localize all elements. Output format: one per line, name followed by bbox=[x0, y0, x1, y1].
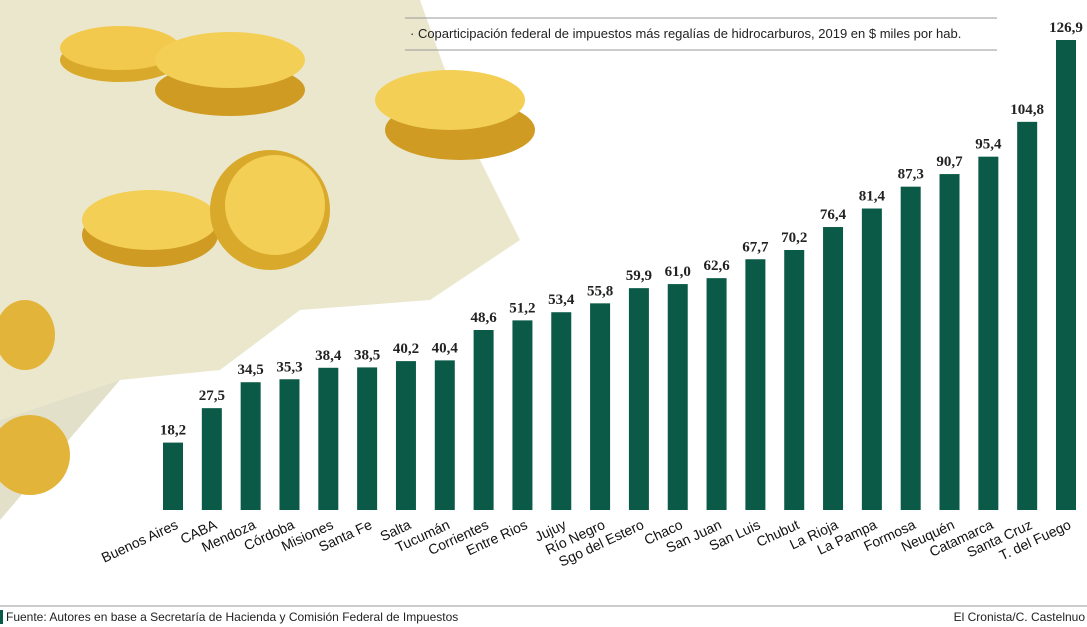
value-label: 61,0 bbox=[665, 264, 691, 280]
bar bbox=[823, 227, 844, 510]
bar bbox=[357, 367, 378, 510]
bar bbox=[784, 250, 805, 510]
bar bbox=[551, 312, 572, 510]
value-label: 59,9 bbox=[626, 268, 652, 284]
x-tick-label: Buenos Aires bbox=[99, 516, 181, 565]
value-label: 40,2 bbox=[393, 341, 419, 357]
bar bbox=[395, 361, 416, 510]
bar bbox=[473, 330, 494, 510]
value-label: 95,4 bbox=[975, 137, 1002, 153]
value-label: 27,5 bbox=[199, 388, 225, 404]
bar bbox=[628, 288, 649, 510]
footer-accent bbox=[0, 610, 3, 624]
value-label: 35,3 bbox=[276, 359, 302, 375]
source: Fuente: Autores en base a Secretaría de … bbox=[6, 610, 458, 624]
bar bbox=[1017, 121, 1038, 510]
bar bbox=[512, 320, 533, 510]
value-label: 53,4 bbox=[548, 292, 575, 308]
background-illustration bbox=[0, 0, 535, 520]
value-label: 51,2 bbox=[509, 300, 535, 316]
bar bbox=[434, 360, 455, 510]
value-label: 104,8 bbox=[1010, 102, 1044, 118]
bar bbox=[706, 278, 727, 510]
chart-title: · Coparticipación federal de impuestos m… bbox=[410, 26, 961, 41]
bar bbox=[861, 208, 882, 510]
value-label: 34,5 bbox=[238, 362, 264, 378]
bar bbox=[978, 156, 999, 510]
bar bbox=[318, 367, 339, 510]
credit: El Cronista/C. Castelnuo bbox=[954, 610, 1086, 624]
bar bbox=[1056, 40, 1076, 510]
bar bbox=[667, 284, 688, 510]
bar bbox=[939, 174, 960, 510]
value-label: 90,7 bbox=[936, 154, 963, 170]
value-label: 48,6 bbox=[470, 310, 497, 326]
bar bbox=[900, 186, 921, 510]
bar bbox=[745, 259, 766, 510]
value-label: 40,4 bbox=[432, 340, 459, 356]
value-label: 87,3 bbox=[898, 167, 924, 183]
bar bbox=[279, 379, 300, 510]
bar bbox=[240, 382, 261, 510]
value-label: 81,4 bbox=[859, 189, 886, 205]
value-label: 76,4 bbox=[820, 207, 847, 223]
value-label: 55,8 bbox=[587, 283, 613, 299]
bar bbox=[590, 303, 611, 510]
value-label: 18,2 bbox=[160, 423, 186, 439]
value-label: 126,9 bbox=[1049, 20, 1083, 36]
value-label: 67,7 bbox=[742, 239, 769, 255]
value-label: 38,4 bbox=[315, 348, 342, 364]
bar bbox=[163, 442, 183, 510]
value-label: 62,6 bbox=[703, 258, 730, 274]
value-label: 38,5 bbox=[354, 347, 380, 363]
bar bbox=[201, 408, 222, 510]
value-label: 70,2 bbox=[781, 230, 807, 246]
